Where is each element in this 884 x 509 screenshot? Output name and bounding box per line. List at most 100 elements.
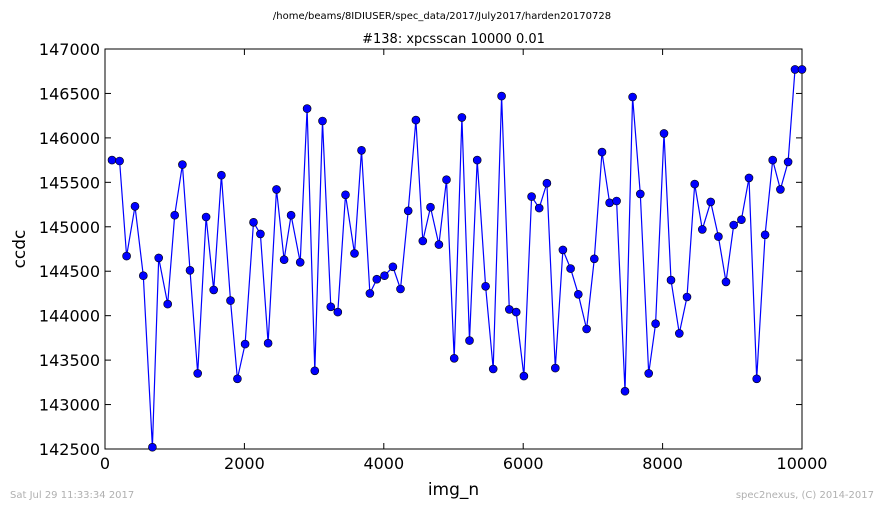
y-tick-label: 142500 xyxy=(39,440,100,459)
y-axis-ticks: 142500 143000 143500 144000 144500 145000 1455… xyxy=(39,40,802,459)
data-point xyxy=(566,264,575,273)
data-point xyxy=(744,173,754,183)
x-axis-label: img_n xyxy=(428,480,479,500)
data-point xyxy=(310,366,320,376)
data-point xyxy=(768,155,778,165)
data-point xyxy=(233,374,242,384)
data-point xyxy=(209,285,218,295)
data-point xyxy=(396,284,405,294)
data-point xyxy=(651,319,660,329)
x-axis-ticks: 0 2000 4000 6000 8000 10000 xyxy=(100,49,828,473)
data-point xyxy=(582,324,591,334)
data-point xyxy=(488,364,498,374)
data-point xyxy=(635,189,645,199)
data-point xyxy=(326,302,336,312)
data-point xyxy=(170,210,179,220)
data-point xyxy=(442,175,451,184)
data-point xyxy=(403,206,413,216)
data-point xyxy=(612,196,621,206)
data-point xyxy=(272,185,281,194)
y-tick-label: 144000 xyxy=(39,307,100,326)
y-tick-label: 147000 xyxy=(39,40,100,59)
data-point xyxy=(472,155,482,165)
data-point xyxy=(737,215,746,224)
data-point xyxy=(752,374,762,384)
data-point xyxy=(714,232,723,241)
data-point xyxy=(534,203,544,213)
data-point xyxy=(357,146,366,155)
data-point xyxy=(721,277,731,287)
data-point xyxy=(659,129,669,138)
y-tick-label: 145000 xyxy=(39,218,100,237)
data-point xyxy=(365,289,375,298)
chart-title: #138: xpcsscan 10000 0.01 xyxy=(362,32,545,47)
data-point xyxy=(372,274,382,284)
data-point xyxy=(139,271,148,281)
data-point xyxy=(465,336,474,345)
y-tick-label: 145500 xyxy=(39,173,100,192)
data-point xyxy=(760,230,770,240)
data-point xyxy=(589,254,599,264)
x-tick-label: 10000 xyxy=(777,454,828,473)
data-point xyxy=(107,155,117,165)
data-point xyxy=(550,363,560,373)
data-point xyxy=(511,307,521,317)
footer-credit: spec2nexus, (C) 2014-2017 xyxy=(736,490,874,501)
y-axis-label: ccdc xyxy=(10,230,30,269)
data-point xyxy=(302,104,312,113)
data-point xyxy=(666,275,676,285)
data-point xyxy=(411,115,421,125)
data-point xyxy=(318,116,327,126)
data-point xyxy=(573,289,583,299)
data-point xyxy=(797,65,807,74)
data-point xyxy=(497,91,506,101)
axes-frame xyxy=(104,48,803,450)
x-tick-label: 6000 xyxy=(503,454,544,473)
data-point xyxy=(286,210,296,220)
x-tick-label: 2000 xyxy=(224,454,265,473)
data-point xyxy=(776,185,785,194)
data-point xyxy=(597,147,607,157)
data-point xyxy=(449,353,459,363)
data-point xyxy=(256,229,265,239)
data-point xyxy=(350,249,359,258)
data-point xyxy=(783,157,793,167)
data-point xyxy=(193,369,202,378)
data-point xyxy=(690,179,700,189)
data-point xyxy=(249,218,258,227)
data-point xyxy=(295,257,305,267)
y-tick-label: 146000 xyxy=(39,129,100,148)
data-point xyxy=(697,225,707,234)
data-point xyxy=(226,296,235,305)
data-point xyxy=(457,113,467,122)
data-point xyxy=(418,236,428,246)
data-point xyxy=(527,192,536,201)
data-point xyxy=(388,262,398,272)
data-point xyxy=(620,386,630,396)
data-point xyxy=(341,190,350,200)
data-point xyxy=(263,338,273,348)
plot-area xyxy=(104,48,807,452)
data-point xyxy=(628,92,637,102)
data-point xyxy=(154,253,163,263)
data-point xyxy=(130,202,140,211)
data-point xyxy=(674,329,684,338)
data-point xyxy=(558,245,568,255)
data-point xyxy=(163,299,172,309)
footer-timestamp: Sat Jul 29 11:33:34 2017 xyxy=(10,490,134,501)
data-point xyxy=(644,369,654,378)
data-point xyxy=(542,178,552,188)
data-point xyxy=(481,281,490,291)
data-point xyxy=(729,220,739,230)
x-tick-label: 0 xyxy=(100,454,110,473)
data-point xyxy=(201,212,211,222)
series-markers xyxy=(107,65,807,452)
x-tick-label: 8000 xyxy=(642,454,683,473)
y-tick-label: 143500 xyxy=(39,351,100,370)
data-point xyxy=(380,271,389,281)
data-point xyxy=(115,156,124,166)
data-point xyxy=(122,251,131,261)
data-point xyxy=(426,202,435,212)
data-point xyxy=(217,170,226,180)
